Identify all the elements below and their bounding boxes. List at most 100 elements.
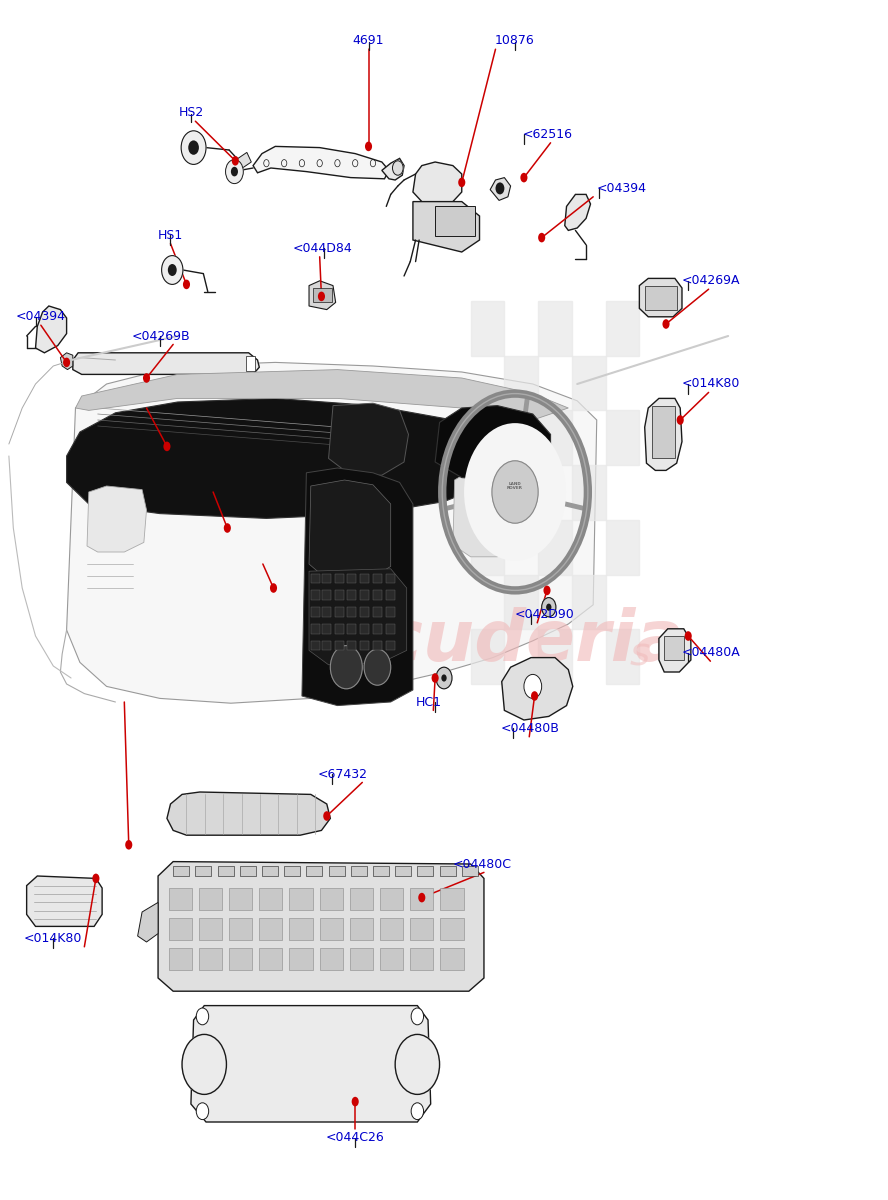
Circle shape [538,233,545,242]
Polygon shape [462,866,478,876]
Polygon shape [502,658,573,720]
Text: HS1: HS1 [158,229,183,241]
Bar [504,355,538,410]
Bar [386,590,395,600]
Polygon shape [27,876,102,926]
Polygon shape [73,353,259,374]
Bar [606,520,639,575]
Bar [322,641,331,650]
Bar [229,918,252,940]
Polygon shape [639,278,682,317]
Polygon shape [382,158,404,180]
Polygon shape [490,178,511,200]
Text: <04480A: <04480A [682,647,741,659]
Polygon shape [87,486,147,552]
Text: <04269A: <04269A [682,275,741,287]
Polygon shape [75,370,568,420]
Bar [538,410,572,466]
Polygon shape [240,866,256,876]
Text: HC1: HC1 [416,696,441,708]
Circle shape [436,667,452,689]
Circle shape [318,292,325,301]
Polygon shape [173,866,189,876]
Bar [322,607,331,617]
Polygon shape [565,194,591,230]
Circle shape [441,674,447,682]
Text: <014K80: <014K80 [682,378,741,390]
Bar [373,574,382,583]
Bar [259,918,282,940]
Bar [311,624,320,634]
Bar [645,286,677,310]
Polygon shape [67,362,597,703]
Bar [322,590,331,600]
Bar [320,918,343,940]
Bar [289,888,313,910]
Circle shape [183,280,190,289]
Polygon shape [413,162,462,204]
Text: <044D84: <044D84 [293,242,353,254]
Circle shape [531,691,538,701]
Circle shape [392,161,403,175]
Bar [289,948,313,970]
Circle shape [330,646,362,689]
Circle shape [270,583,277,593]
Circle shape [143,373,150,383]
Polygon shape [191,1006,431,1122]
Polygon shape [195,866,211,876]
Bar [347,574,356,583]
Bar [335,607,344,617]
Circle shape [196,1008,209,1025]
Bar [311,590,320,600]
Bar [229,888,252,910]
Circle shape [492,461,538,523]
Bar [246,356,255,371]
Bar [410,948,433,970]
Circle shape [418,893,425,902]
Circle shape [685,631,692,641]
Circle shape [365,142,372,151]
Polygon shape [218,866,234,876]
Circle shape [543,586,551,595]
Circle shape [188,140,199,155]
Bar [440,918,464,940]
Bar [386,641,395,650]
Bar [259,888,282,910]
Polygon shape [138,902,158,942]
Text: <04480C: <04480C [453,858,511,870]
Circle shape [231,167,238,176]
Polygon shape [284,866,300,876]
Circle shape [224,523,231,533]
Bar [360,607,369,617]
Circle shape [168,264,177,276]
Bar [169,888,192,910]
Bar [169,948,192,970]
Text: <044C26: <044C26 [326,1132,385,1144]
Bar [199,918,222,940]
Bar [322,574,331,583]
Bar [410,888,433,910]
Bar [311,574,320,583]
Text: <014K80: <014K80 [24,932,83,944]
Polygon shape [373,866,389,876]
Polygon shape [659,629,691,672]
Bar [572,355,606,410]
Circle shape [163,442,170,451]
Bar [347,624,356,634]
Bar [440,948,464,970]
Circle shape [352,1097,359,1106]
Polygon shape [417,866,433,876]
Polygon shape [435,406,551,480]
Text: <04394: <04394 [16,311,66,323]
Text: 4691: 4691 [353,35,385,47]
Bar [259,948,282,970]
Bar [606,410,639,466]
Bar [347,590,356,600]
Bar [373,590,382,600]
Bar [360,590,369,600]
Bar [335,590,344,600]
Text: LAND
ROVER: LAND ROVER [507,481,523,491]
Bar [606,629,639,684]
Bar [504,466,538,520]
Bar [386,574,395,583]
